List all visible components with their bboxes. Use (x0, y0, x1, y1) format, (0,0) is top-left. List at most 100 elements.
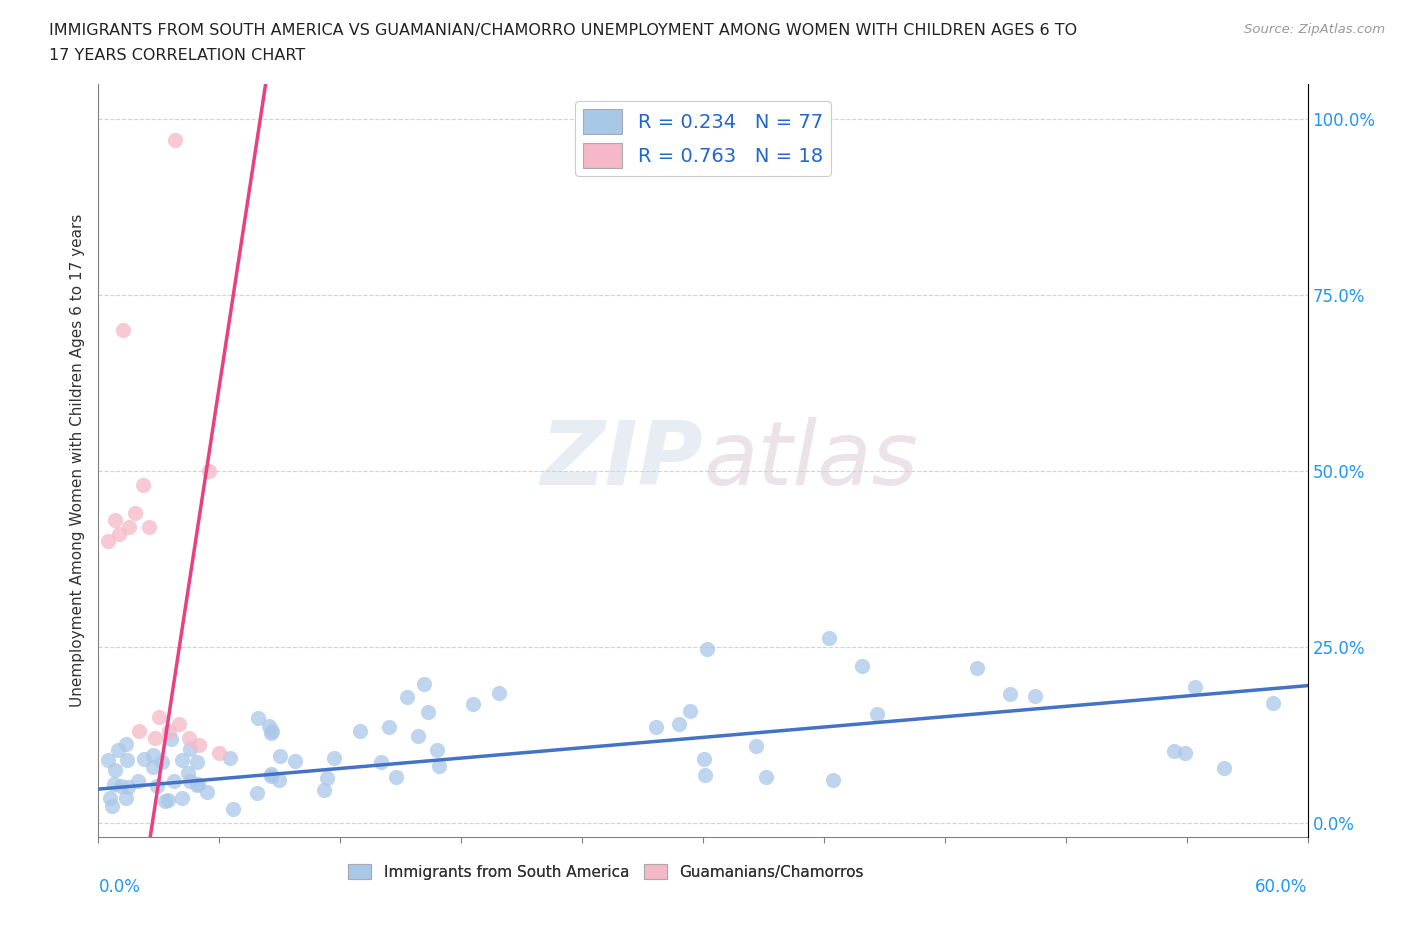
Point (188, 738, 211, 753)
Point (1174, 746, 1197, 761)
Point (1213, 761, 1236, 776)
Point (110, 779, 132, 794)
Point (153, 794, 176, 809)
Point (745, 738, 768, 753)
Point (115, 790, 138, 805)
Point (107, 526, 129, 541)
Point (157, 724, 180, 738)
Point (396, 690, 419, 705)
Point (97, 534, 120, 549)
Legend: Immigrants from South America, Guamanians/Chamorros: Immigrants from South America, Guamanian… (343, 857, 870, 886)
Point (142, 760, 165, 775)
Point (260, 725, 283, 740)
Point (177, 765, 200, 780)
Text: 0.0%: 0.0% (98, 879, 141, 897)
Point (103, 777, 125, 791)
Point (143, 731, 166, 746)
Point (159, 731, 181, 746)
Point (124, 506, 146, 521)
Text: 17 YEARS CORRELATION CHART: 17 YEARS CORRELATION CHART (49, 48, 305, 63)
Point (152, 755, 174, 770)
Point (97, 752, 120, 767)
Point (426, 743, 449, 758)
Point (1184, 680, 1206, 695)
Point (118, 520, 141, 535)
Point (208, 745, 231, 760)
Point (1261, 696, 1284, 711)
Point (163, 133, 186, 148)
Point (866, 706, 889, 721)
Point (693, 751, 716, 766)
Point (966, 660, 988, 675)
Y-axis label: Unemployment Among Women with Children Ages 6 to 17 years: Unemployment Among Women with Children A… (70, 214, 86, 707)
Point (259, 719, 281, 734)
Point (1024, 688, 1046, 703)
Point (198, 463, 221, 478)
Point (851, 658, 873, 673)
Point (644, 720, 666, 735)
Point (186, 777, 208, 792)
Point (179, 774, 201, 789)
Point (98, 790, 121, 805)
Text: 60.0%: 60.0% (1256, 879, 1308, 897)
Point (101, 798, 124, 813)
Point (378, 720, 401, 735)
Point (195, 784, 218, 799)
Point (267, 773, 290, 788)
Point (156, 792, 179, 807)
Text: IMMIGRANTS FROM SOUTH AMERICA VS GUAMANIAN/CHAMORRO UNEMPLOYMENT AMONG WOMEN WIT: IMMIGRANTS FROM SOUTH AMERICA VS GUAMANI… (49, 23, 1077, 38)
Point (107, 742, 129, 757)
Point (260, 766, 283, 781)
Point (115, 737, 138, 751)
Point (222, 801, 245, 816)
Point (998, 687, 1021, 702)
Point (170, 790, 193, 805)
Point (117, 780, 139, 795)
Point (418, 705, 440, 720)
Point (695, 767, 717, 782)
Point (148, 710, 170, 724)
Point (167, 717, 190, 732)
Point (187, 777, 209, 791)
Point (111, 323, 134, 338)
Point (128, 724, 150, 738)
Point (246, 786, 269, 801)
Point (818, 631, 841, 645)
Point (349, 724, 371, 738)
Point (679, 703, 702, 718)
Point (219, 751, 242, 765)
Point (322, 751, 344, 765)
Text: Source: ZipAtlas.com: Source: ZipAtlas.com (1244, 23, 1385, 36)
Point (314, 782, 336, 797)
Point (755, 769, 778, 784)
Point (1163, 744, 1185, 759)
Point (132, 751, 155, 766)
Point (138, 520, 160, 535)
Point (260, 769, 283, 784)
Point (179, 731, 201, 746)
Point (103, 512, 125, 527)
Point (260, 724, 283, 738)
Point (269, 749, 291, 764)
Point (284, 753, 307, 768)
Text: ZIP: ZIP (540, 417, 703, 504)
Point (142, 748, 165, 763)
Text: atlas: atlas (703, 418, 918, 503)
Point (132, 477, 155, 492)
Point (186, 754, 208, 769)
Point (170, 752, 193, 767)
Point (146, 778, 169, 793)
Point (163, 774, 186, 789)
Point (127, 774, 149, 789)
Point (821, 773, 844, 788)
Point (488, 685, 510, 700)
Point (413, 676, 436, 691)
Point (117, 752, 139, 767)
Point (179, 742, 201, 757)
Point (384, 769, 406, 784)
Point (463, 697, 485, 711)
Point (668, 717, 690, 732)
Point (696, 642, 718, 657)
Point (406, 729, 429, 744)
Point (316, 770, 339, 785)
